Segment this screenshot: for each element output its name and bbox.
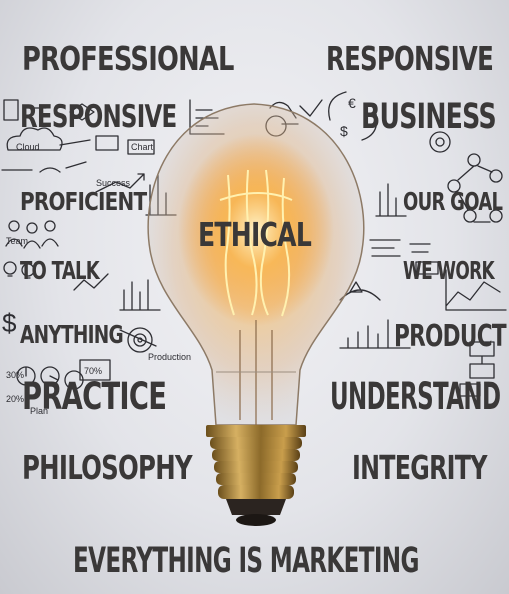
word-ethical: ETHICAL	[198, 215, 312, 254]
bulb-filaments	[219, 169, 293, 317]
doodle-percent-b: 70%	[84, 366, 102, 376]
doodle-chart-label: Chart	[131, 142, 154, 152]
word-proficient: PROFICIENT	[20, 187, 147, 216]
word-anything: ANYTHING	[20, 320, 124, 349]
word-our-goal: OUR GOAL	[403, 187, 503, 216]
doodle-plan-label: Plan	[30, 406, 48, 416]
bulb-glow	[178, 134, 334, 326]
doodle-dollar-sign: $	[2, 308, 17, 338]
word-product: PRODUCT	[394, 319, 507, 354]
word-responsive-left: RESPONSIVE	[20, 99, 177, 135]
bulb-brass-base	[206, 425, 306, 526]
word-integrity: INTEGRITY	[352, 448, 487, 487]
word-philosophy: PHILOSOPHY	[22, 448, 193, 487]
word-everything-is-marketing: EVERYTHING IS MARKETING	[73, 541, 419, 581]
word-we-work: WE WORK	[403, 256, 495, 285]
word-professional: PROFESSIONAL	[22, 39, 234, 78]
doodle-euro-sign: €	[348, 95, 356, 111]
doodle-percent-c: 20%	[6, 394, 24, 404]
word-understand: UNDERSTAND	[330, 375, 501, 418]
word-practice: PRACTICE	[22, 375, 167, 418]
doodle-team-label: Team	[6, 236, 28, 246]
doodle-cloud-label: Cloud	[16, 142, 40, 152]
doodle-production-label: Production	[148, 352, 191, 362]
word-business: BUSINESS	[361, 97, 497, 137]
doodle-dollar-sign-right: $	[340, 123, 348, 139]
doodle-percent-a: 30%	[6, 370, 24, 380]
word-responsive-right: RESPONSIVE	[326, 39, 494, 78]
word-to-talk: TO TALK	[20, 256, 100, 285]
